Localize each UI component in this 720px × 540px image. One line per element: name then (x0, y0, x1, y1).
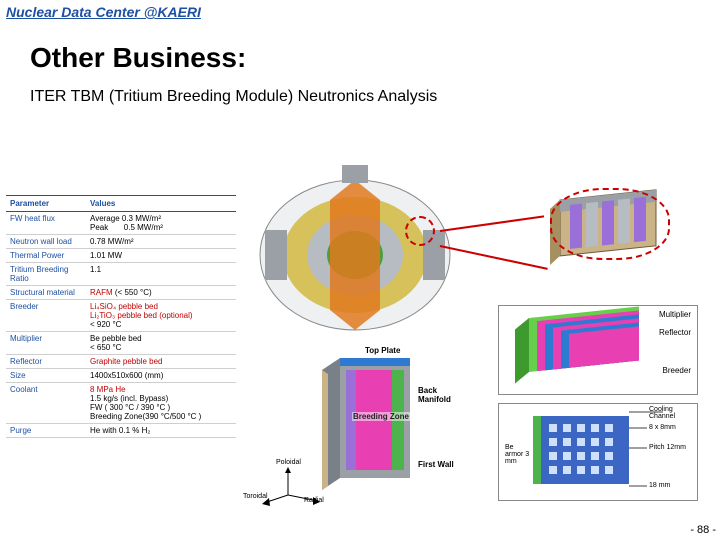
th-values: Values (86, 196, 236, 212)
cell-param: FW heat flux (6, 212, 86, 235)
page-title: Other Business: (0, 24, 720, 84)
page-number: - 88 - (690, 524, 716, 536)
label-reflector: Reflector (659, 328, 691, 337)
label-pitch: Pitch 12mm (649, 444, 686, 451)
label-top-plate: Top Plate (365, 346, 400, 355)
cell-param: Breeder (6, 300, 86, 332)
highlight-circle-2 (550, 188, 670, 260)
tokamak-cutaway-figure (250, 160, 460, 340)
table-row: ReflectorGraphite pebble bed (6, 355, 236, 369)
label-first-wall: First Wall (418, 460, 454, 469)
cell-value: Average 0.3 MW/m²Peak 0.5 MW/m² (86, 212, 236, 235)
table-row: FW heat fluxAverage 0.3 MW/m²Peak 0.5 MW… (6, 212, 236, 235)
content-area: Parameter Values FW heat fluxAverage 0.3… (0, 155, 720, 515)
cell-param: Thermal Power (6, 249, 86, 263)
table-row: Structural materialRAFM (< 550 °C) (6, 286, 236, 300)
label-back-manifold: Back Manifold (418, 386, 470, 404)
table-row: MultiplierBe pebble bed< 650 °C (6, 332, 236, 355)
table-row: Tritium Breeding Ratio1.1 (6, 263, 236, 286)
table-row: Coolant8 MPa He1.5 kg/s (incl. Bypass)FW… (6, 383, 236, 424)
axis-radial: Radial (304, 497, 324, 504)
table-row: PurgeHe with 0.1 % H₂ (6, 424, 236, 438)
table-row: BreederLi₄SiO₄ pebble bedLi₂TiO₃ pebble … (6, 300, 236, 332)
axis-figure: Poloidal Toroidal Radial (258, 465, 328, 507)
cross-section-figure: Be armor 3 mm Cooling Channel 8 x 8mm Pi… (498, 403, 698, 501)
tbm-module-figure (540, 180, 680, 270)
cell-param: Tritium Breeding Ratio (6, 263, 86, 286)
cell-param: Size (6, 369, 86, 383)
label-breeder: Breeder (663, 366, 691, 375)
cell-param: Structural material (6, 286, 86, 300)
label-cooling: Cooling Channel (649, 406, 697, 420)
parameter-table: Parameter Values FW heat fluxAverage 0.3… (6, 195, 236, 438)
label-dim2: 18 mm (649, 482, 670, 489)
cell-param: Neutron wall load (6, 235, 86, 249)
cell-value: RAFM (< 550 °C) (86, 286, 236, 300)
page-subtitle: ITER TBM (Tritium Breeding Module) Neutr… (0, 84, 720, 116)
label-multiplier: Multiplier (659, 310, 691, 319)
cell-value: 1.01 MW (86, 249, 236, 263)
table-row: Neutron wall load0.78 MW/m² (6, 235, 236, 249)
th-param: Parameter (6, 196, 86, 212)
cell-value: Li₄SiO₄ pebble bedLi₂TiO₃ pebble bed (op… (86, 300, 236, 332)
cell-value: Graphite pebble bed (86, 355, 236, 369)
tokamak-svg (250, 160, 460, 340)
table-row: Size1400x510x600 (mm) (6, 369, 236, 383)
org-header: Nuclear Data Center @KAERI (0, 0, 720, 24)
layered-block-figure: Multiplier Reflector Breeder (498, 305, 698, 395)
cell-value: 8 MPa He1.5 kg/s (incl. Bypass)FW ( 300 … (86, 383, 236, 424)
cell-param: Reflector (6, 355, 86, 369)
axis-toroidal: Toroidal (243, 493, 268, 500)
cell-param: Purge (6, 424, 86, 438)
cell-value: He with 0.1 % H₂ (86, 424, 236, 438)
cell-value: 1.1 (86, 263, 236, 286)
axis-poloidal: Poloidal (276, 459, 301, 466)
label-dim1: 8 x 8mm (649, 424, 676, 431)
label-be-armor: Be armor 3 mm (505, 444, 533, 465)
label-breeding-zone: Breeding Zone (352, 412, 410, 421)
cell-param: Multiplier (6, 332, 86, 355)
table-row: Thermal Power1.01 MW (6, 249, 236, 263)
cell-value: 0.78 MW/m² (86, 235, 236, 249)
cell-value: 1400x510x600 (mm) (86, 369, 236, 383)
cell-value: Be pebble bed< 650 °C (86, 332, 236, 355)
cell-param: Coolant (6, 383, 86, 424)
layer-svg (499, 306, 699, 396)
highlight-circle-1 (405, 216, 435, 246)
